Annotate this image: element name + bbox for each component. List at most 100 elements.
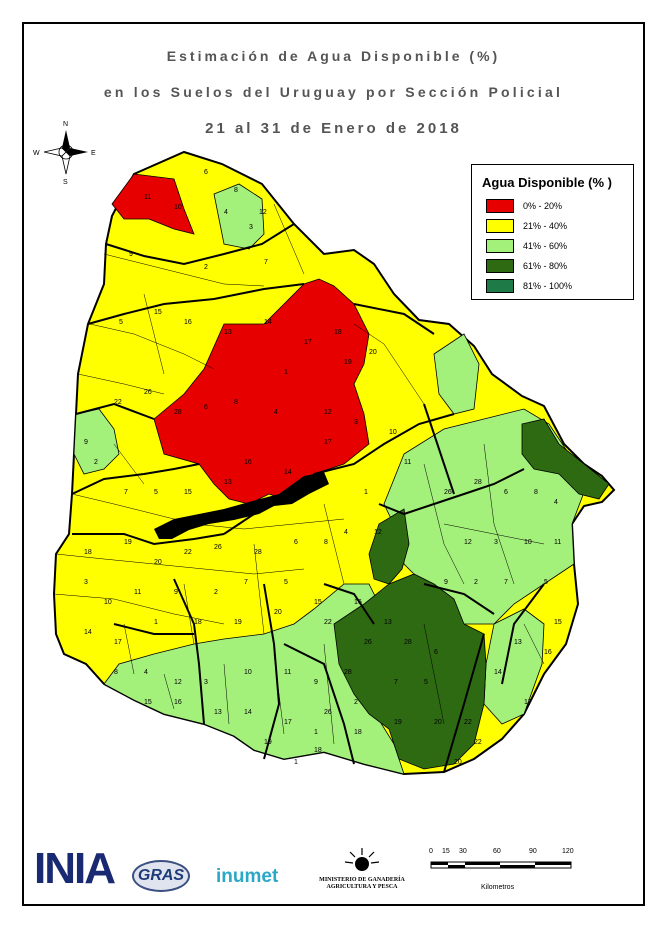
legend-label: 41% - 60% — [523, 241, 568, 251]
section-number: 6 — [434, 649, 438, 656]
legend-item-81-100: 81% - 100% — [486, 279, 572, 293]
section-number: 19 — [394, 719, 402, 726]
map-subtitle: en los Suelos del Uruguay por Sección Po… — [103, 84, 564, 100]
section-number: 4 — [144, 669, 148, 676]
section-number: 28 — [174, 409, 182, 416]
section-number: 18 — [194, 619, 202, 626]
section-number: 7 — [124, 489, 128, 496]
mgap-logo: MINISTERIO DE GANADERÍA AGRICULTURA Y PE… — [319, 848, 405, 904]
section-number: 13 — [384, 619, 392, 626]
section-number: 5 — [424, 679, 428, 686]
section-number: 13 — [224, 329, 232, 336]
section-number: 26 — [324, 709, 332, 716]
section-number: 8 — [324, 539, 328, 546]
section-number: 1 — [314, 729, 318, 736]
sun-emblem-icon — [344, 848, 380, 871]
section-number: 8 — [114, 669, 118, 676]
section-number: 11 — [144, 194, 151, 201]
section-number: 13 — [514, 639, 522, 646]
section-number-labels: 6 8 4 12 3 10 11 9 2 7 5 1 5 16 13 14 17 11 8 19 20 22 26 28 6 8 4… — [84, 169, 562, 766]
section-number: 10 — [174, 204, 182, 211]
section-number: 20 — [434, 719, 442, 726]
section-number: 5 — [119, 319, 123, 326]
mgap-line1: MINISTERIO DE GANADERÍA — [319, 877, 405, 883]
section-number: 16 — [354, 599, 362, 606]
section-number: 6 — [294, 539, 298, 546]
section-number: 9 — [129, 251, 133, 258]
scale-tick: 0 — [429, 848, 433, 855]
section-number: 26 — [444, 489, 452, 496]
map-legend: Agua Disponible (% ) 0% - 20% 21% - 40% … — [471, 164, 634, 300]
scale-tick: 60 — [493, 848, 501, 855]
section-number: 16 — [184, 319, 192, 326]
section-number: 3 — [249, 224, 253, 231]
section-number: 17 — [304, 339, 312, 346]
darkgreen-zone-center — [368, 508, 410, 585]
section-number: 14 — [244, 709, 252, 716]
section-number: 18 — [314, 747, 322, 754]
map-date: 21 al 31 de Enero de 2018 — [205, 120, 462, 137]
section-number: 11 — [554, 539, 561, 546]
svg-text:W: W — [33, 150, 40, 157]
section-number: 17 — [284, 719, 292, 726]
section-number: 3 — [354, 419, 358, 426]
section-number: 4 — [554, 499, 558, 506]
legend-swatch-yellow — [486, 219, 514, 233]
section-number: 2 — [204, 264, 208, 271]
section-number: 18 — [334, 329, 342, 336]
scale-bar: 0 15 30 60 90 120 Kilometros — [429, 848, 589, 898]
gras-logo: GRAS — [132, 860, 190, 892]
green-zone-north — [213, 183, 265, 250]
red-zone-northwest — [111, 173, 195, 235]
section-number: 26 — [364, 639, 372, 646]
legend-label: 21% - 40% — [523, 221, 568, 231]
section-number: 19 — [234, 619, 242, 626]
svg-text:N: N — [63, 121, 68, 128]
department-boundaries — [71, 223, 545, 773]
section-number: 14 — [84, 629, 92, 636]
legend-item-61-80: 61% - 80% — [486, 259, 567, 273]
section-number: 5 — [284, 579, 288, 586]
red-zone-central — [153, 278, 370, 505]
section-number: 3 — [204, 679, 208, 686]
footer-logos: INIA GRAS inumet MINISTERIO DE GANADERÍA… — [24, 844, 643, 904]
section-number: 6 — [204, 169, 208, 176]
legend-item-0-20: 0% - 20% — [486, 199, 562, 213]
section-number: 22 — [324, 619, 332, 626]
section-number: 4 — [274, 409, 278, 416]
map-frame: Estimación de Agua Disponible (%) en los… — [22, 22, 645, 906]
section-number: 20 — [454, 759, 462, 766]
section-number: 22 — [114, 399, 122, 406]
section-number: 5 — [154, 489, 158, 496]
section-number: 4 — [224, 209, 228, 216]
section-number: 13 — [214, 709, 222, 716]
section-number: 11 — [284, 669, 291, 676]
section-number: 9 — [444, 579, 448, 586]
svg-text:E: E — [91, 150, 96, 157]
section-number: 7 — [394, 679, 398, 686]
section-number: 28 — [254, 549, 262, 556]
legend-swatch-red — [486, 199, 514, 213]
section-number: 19 — [344, 359, 352, 366]
section-number: 12 — [374, 529, 382, 536]
section-number: 20 — [274, 609, 282, 616]
section-number: 28 — [404, 639, 412, 646]
section-number: 17 — [524, 699, 532, 706]
section-number: 26 — [144, 389, 152, 396]
section-number: 13 — [224, 479, 232, 486]
darkgreen-zone-east — [521, 418, 610, 500]
section-number: 7 — [504, 579, 508, 586]
svg-text:S: S — [63, 179, 68, 186]
section-number: 8 — [234, 187, 238, 194]
scale-unit: Kilometros — [481, 884, 515, 891]
scale-tick: 15 — [442, 848, 450, 855]
section-number: 14 — [494, 669, 502, 676]
section-number: 4 — [344, 529, 348, 536]
section-number: 10 — [389, 429, 397, 436]
legend-item-21-40: 21% - 40% — [486, 219, 567, 233]
section-number: 16 — [544, 649, 552, 656]
section-number: 6 — [504, 489, 508, 496]
section-number: 9 — [84, 439, 88, 446]
section-number: 10 — [524, 539, 532, 546]
section-number: 5 — [544, 579, 548, 586]
